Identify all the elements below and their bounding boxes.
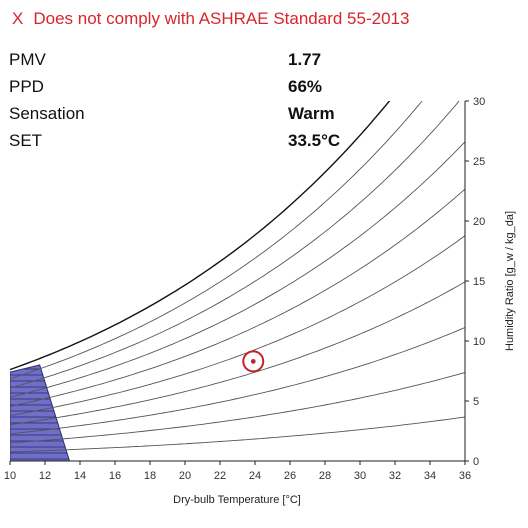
y-tick-label: 25 (473, 156, 485, 168)
rh-curve-50 (10, 235, 465, 417)
y-tick-label: 20 (473, 216, 485, 228)
rh-curves (10, 101, 465, 453)
y-axis-title: Humidity Ratio [g_w / kg_da] (504, 211, 516, 351)
comfort-zone (10, 364, 71, 461)
compliance-status-text: Does not comply with ASHRAE Standard 55-… (33, 9, 410, 28)
metric-value: 33.5°C (288, 131, 341, 150)
x-tick-label: 24 (249, 470, 261, 482)
rh-curve-20 (10, 372, 465, 444)
metric-label: PMV (9, 50, 46, 69)
y-tick-label: 30 (473, 96, 485, 108)
y-tick-label: 0 (473, 456, 479, 468)
x-tick-label: 20 (179, 470, 191, 482)
x-tick-label: 16 (109, 470, 121, 482)
metric-value: Warm (288, 104, 335, 123)
rh-curve-60 (10, 188, 465, 407)
rh-curve-90 (10, 101, 423, 380)
compliance-status: X Does not comply with ASHRAE Standard 55… (12, 9, 409, 29)
y-tick-label: 5 (473, 396, 479, 408)
operating-point-layer (242, 350, 265, 373)
x-tick-label: 30 (354, 470, 366, 482)
rh-curve-100 (10, 101, 391, 371)
metric-value: 66% (288, 77, 323, 96)
x-tick-label: 34 (424, 470, 436, 482)
rh-curve-30 (10, 327, 465, 435)
rh-curve-10 (10, 416, 465, 453)
metric-label: Sensation (9, 104, 85, 123)
x-tick-label: 26 (284, 470, 296, 482)
rh-curve-80 (10, 101, 460, 389)
metric-label: PPD (9, 77, 44, 96)
rh-curve-70 (10, 141, 465, 398)
x-tick-label: 18 (144, 470, 156, 482)
y-tick-label: 10 (473, 336, 485, 348)
x-tick-label: 22 (214, 470, 226, 482)
x-tick-label: 32 (389, 470, 401, 482)
x-tick-label: 14 (74, 470, 86, 482)
rh-curve-40 (10, 281, 465, 426)
operating-point (250, 359, 256, 364)
x-tick-label: 12 (39, 470, 51, 482)
axes: 10 12 14 16 18 20 22 24 26 28 30 32 34 360 5 10 15 20 25 30 (4, 96, 485, 482)
x-tick-label: 36 (459, 470, 471, 482)
metric-label: SET (9, 131, 43, 150)
metric-value: 1.77 (288, 50, 322, 69)
x-tick-label: 28 (319, 470, 331, 482)
x-mark-icon: X (12, 9, 24, 28)
x-tick-label: 10 (4, 470, 16, 482)
comfort-zone-layer (10, 364, 71, 461)
y-tick-label: 15 (473, 276, 485, 288)
operating-point-ring (242, 350, 265, 373)
x-axis-title: Dry-bulb Temperature [°C] (173, 494, 301, 506)
